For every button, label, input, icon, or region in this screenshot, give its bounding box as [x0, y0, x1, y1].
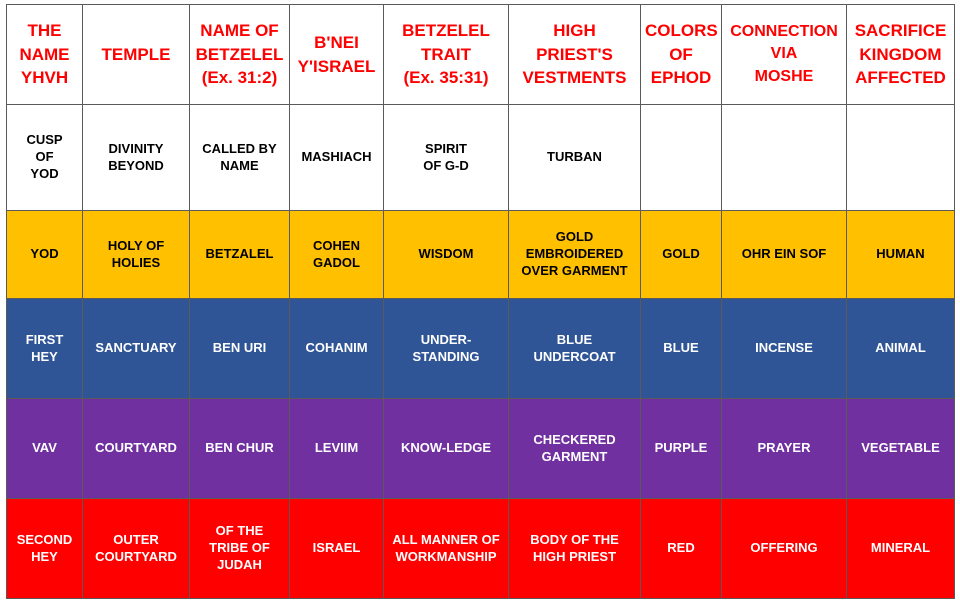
table-cell: BLUE — [640, 298, 722, 399]
header-colors-of-ephod: COLORS OF EPHOD — [640, 4, 722, 105]
table-cell: LEVIIM — [289, 398, 384, 499]
header-connection-via-moshe: CONNECTION VIA MOSHE — [721, 4, 847, 105]
table-cell: COURTYARD — [82, 398, 190, 499]
header-row: THE NAME YHVH TEMPLE NAME OF BETZELEL (E… — [6, 4, 955, 105]
table-cell — [640, 104, 722, 211]
table-cell: INCENSE — [721, 298, 847, 399]
table-cell: OUTER COURTYARD — [82, 498, 190, 599]
table-cell: VEGETABLE — [846, 398, 955, 499]
table-cell: BODY OF THE HIGH PRIEST — [508, 498, 641, 599]
table-cell: BLUE UNDERCOAT — [508, 298, 641, 399]
table-row-cusp-of-yod: CUSP OF YOD DIVINITY BEYOND CALLED BY NA… — [6, 104, 955, 211]
table-cell: SANCTUARY — [82, 298, 190, 399]
table-cell: MASHIACH — [289, 104, 384, 211]
header-the-name-yhvh: THE NAME YHVH — [6, 4, 83, 105]
table-cell: FIRST HEY — [6, 298, 83, 399]
table-row-yod: YOD HOLY OF HOLIES BETZALEL COHEN GADOL … — [6, 210, 955, 299]
table-cell: VAV — [6, 398, 83, 499]
table-row-second-hey: SECOND HEY OUTER COURTYARD OF THE TRIBE … — [6, 498, 955, 599]
header-name-of-betzelel: NAME OF BETZELEL (Ex. 31:2) — [189, 4, 290, 105]
table-cell: SPIRIT OF G-D — [383, 104, 509, 211]
table-cell: RED — [640, 498, 722, 599]
table-cell: DIVINITY BEYOND — [82, 104, 190, 211]
table-cell: UNDER- STANDING — [383, 298, 509, 399]
table-cell: CUSP OF YOD — [6, 104, 83, 211]
correspondence-table: THE NAME YHVH TEMPLE NAME OF BETZELEL (E… — [6, 4, 955, 599]
table-cell: OFFERING — [721, 498, 847, 599]
table-cell: COHANIM — [289, 298, 384, 399]
header-high-priests-vestments: HIGH PRIEST'S VESTMENTS — [508, 4, 641, 105]
table-cell: HUMAN — [846, 210, 955, 299]
table-cell — [846, 104, 955, 211]
header-bnei-yisrael: B'NEI Y'ISRAEL — [289, 4, 384, 105]
table-cell: CALLED BY NAME — [189, 104, 290, 211]
table-cell: GOLD — [640, 210, 722, 299]
table-row-first-hey: FIRST HEY SANCTUARY BEN URI COHANIM UNDE… — [6, 298, 955, 399]
table-cell: OHR EIN SOF — [721, 210, 847, 299]
table-cell: PRAYER — [721, 398, 847, 499]
table-cell: CHECKERED GARMENT — [508, 398, 641, 499]
table-cell: BETZALEL — [189, 210, 290, 299]
table-cell: MINERAL — [846, 498, 955, 599]
table-cell: PURPLE — [640, 398, 722, 499]
table-cell: BEN URI — [189, 298, 290, 399]
table-cell: ANIMAL — [846, 298, 955, 399]
table-cell: COHEN GADOL — [289, 210, 384, 299]
table-row-vav: VAV COURTYARD BEN CHUR LEVIIM KNOW-LEDGE… — [6, 398, 955, 499]
table-cell: KNOW-LEDGE — [383, 398, 509, 499]
table-cell: WISDOM — [383, 210, 509, 299]
header-sacrifice-kingdom-affected: SACRIFICE KINGDOM AFFECTED — [846, 4, 955, 105]
table-cell: GOLD EMBROIDERED OVER GARMENT — [508, 210, 641, 299]
table-cell: BEN CHUR — [189, 398, 290, 499]
table-cell: SECOND HEY — [6, 498, 83, 599]
header-temple: TEMPLE — [82, 4, 190, 105]
table-cell: ALL MANNER OF WORKMANSHIP — [383, 498, 509, 599]
table-cell: YOD — [6, 210, 83, 299]
table-cell: OF THE TRIBE OF JUDAH — [189, 498, 290, 599]
table-cell: TURBAN — [508, 104, 641, 211]
table-cell: ISRAEL — [289, 498, 384, 599]
header-betzelel-trait: BETZELEL TRAIT (Ex. 35:31) — [383, 4, 509, 105]
table-cell — [721, 104, 847, 211]
table-cell: HOLY OF HOLIES — [82, 210, 190, 299]
